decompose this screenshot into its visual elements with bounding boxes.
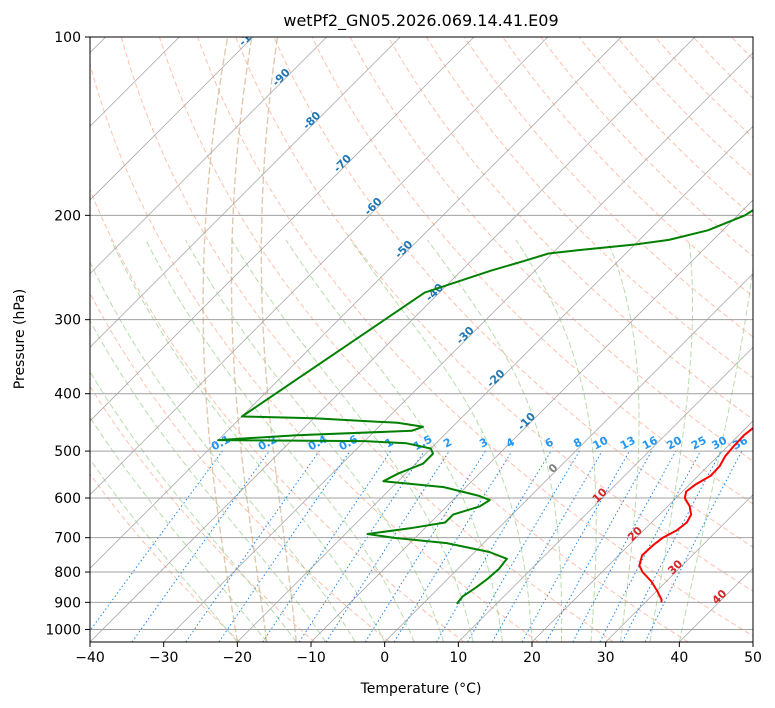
dry-adiabat [90, 385, 316, 642]
y-tick-label: 100 [54, 30, 81, 46]
mixing-ratio-label: 10 [591, 434, 611, 453]
dry-adiabat [540, 37, 753, 257]
y-tick-label: 600 [54, 491, 81, 507]
moist-adiabat [90, 370, 297, 642]
dry-adiabat [90, 473, 241, 642]
mixing-ratio-label: 36 [730, 434, 750, 453]
dry-adiabat [425, 37, 753, 379]
mixing-ratio-label: 16 [640, 434, 660, 453]
mixing-ratio-line [572, 450, 677, 642]
background-lines [90, 37, 753, 642]
moist-adiabat [606, 239, 640, 642]
moist-adiabat [231, 239, 474, 642]
isotherm-line [90, 37, 475, 422]
mixing-ratio-line [262, 450, 392, 642]
x-tick-label: 30 [597, 650, 615, 666]
moist-adiabat [285, 239, 503, 642]
x-tick-label: −30 [149, 650, 179, 666]
y-axis-label: Pressure (hPa) [12, 289, 28, 389]
dry-adiabat [90, 292, 390, 642]
y-tick-label: 400 [54, 387, 81, 403]
moist-adiabat [145, 239, 415, 642]
dry-adiabat [235, 37, 753, 592]
y-tick-label: 800 [54, 565, 81, 581]
x-tick-label: 0 [380, 650, 389, 666]
moist-adiabat [649, 239, 693, 642]
mixing-ratio-line [90, 450, 223, 632]
isotherm-line [605, 494, 753, 642]
mixing-ratio-label: 20 [664, 434, 684, 453]
axes: −40 −30 −20 −10 0 10 20 30 40 50 1000 900 800 700 600 5… [45, 30, 762, 666]
isotherm-line [458, 346, 753, 642]
mixing-ratio-label: 25 [689, 434, 709, 453]
isotherm-line [90, 37, 548, 496]
dry-adiabat [120, 37, 614, 642]
isotherm-line [90, 37, 401, 348]
dry-adiabat [349, 37, 753, 462]
x-tick-label: −40 [75, 650, 105, 666]
moist-adiabat [90, 416, 268, 642]
moist-adiabat [350, 239, 533, 642]
dry-adiabat [311, 37, 753, 505]
isotherm-line [384, 273, 753, 642]
y-tick-label: 500 [54, 444, 81, 460]
mixing-ratio-line [185, 450, 320, 642]
dry-adiabat [159, 37, 689, 642]
y-tick-label: 900 [54, 595, 81, 611]
mixing-ratio-line [521, 450, 630, 642]
lcl-curve [260, 37, 297, 642]
mixing-ratio-label: 30 [710, 434, 730, 453]
moist-adiabat [90, 319, 327, 642]
dry-adiabat [90, 62, 540, 642]
isotherm-line [237, 125, 753, 642]
moist-adiabat [678, 264, 753, 642]
x-tick-label: 40 [670, 650, 688, 666]
mixing-ratio-label: 13 [618, 434, 638, 453]
dry-adiabat [464, 37, 753, 338]
mixing-ratio-line [131, 450, 270, 642]
x-tick-label: 50 [744, 650, 762, 666]
isotherm-line [90, 37, 696, 642]
isotherm-line [310, 199, 753, 642]
y-tick-label: 1000 [45, 622, 81, 638]
moist-adiabat [427, 239, 563, 642]
moist-adiabat [110, 239, 386, 642]
moist-adiabat [515, 239, 597, 642]
x-tick-label: −10 [296, 650, 326, 666]
x-axis-label: Temperature (°C) [360, 681, 482, 697]
isotherm-line [90, 37, 622, 569]
mixing-ratio-line [393, 450, 513, 642]
y-tick-label: 200 [54, 208, 81, 224]
lcl-curve [202, 37, 238, 642]
mixing-ratio-line [218, 450, 351, 642]
y-tick-label: 700 [54, 531, 81, 547]
mixing-ratio-line [545, 450, 653, 642]
mixing-ratio-line [644, 450, 743, 642]
isotherm-line [163, 52, 753, 642]
lcl-curve [230, 37, 268, 642]
y-tick-label: 300 [54, 313, 81, 329]
dry-adiabat [90, 188, 465, 642]
isotherm-line [531, 420, 753, 642]
temperature-profile [638, 426, 753, 603]
x-tick-label: −20 [223, 650, 253, 666]
x-tick-label: 10 [449, 650, 467, 666]
dewpoint-profile [217, 208, 753, 605]
moist-adiabat [185, 239, 445, 642]
isotherm-line [90, 37, 327, 275]
plot-frame [89, 36, 754, 643]
moist-adiabat [90, 458, 238, 642]
isotherm-line [90, 37, 254, 201]
x-tick-label: 20 [523, 650, 541, 666]
mixing-ratio-line [298, 450, 425, 642]
dry-adiabat [273, 37, 753, 548]
isotherm-label: -100 [236, 20, 265, 49]
profile-lines [217, 208, 753, 605]
moist-adiabat [90, 260, 356, 642]
chart-title: wetPf2_GN05.2026.069.14.41.E09 [283, 11, 558, 31]
mixing-ratio-line [325, 450, 450, 642]
